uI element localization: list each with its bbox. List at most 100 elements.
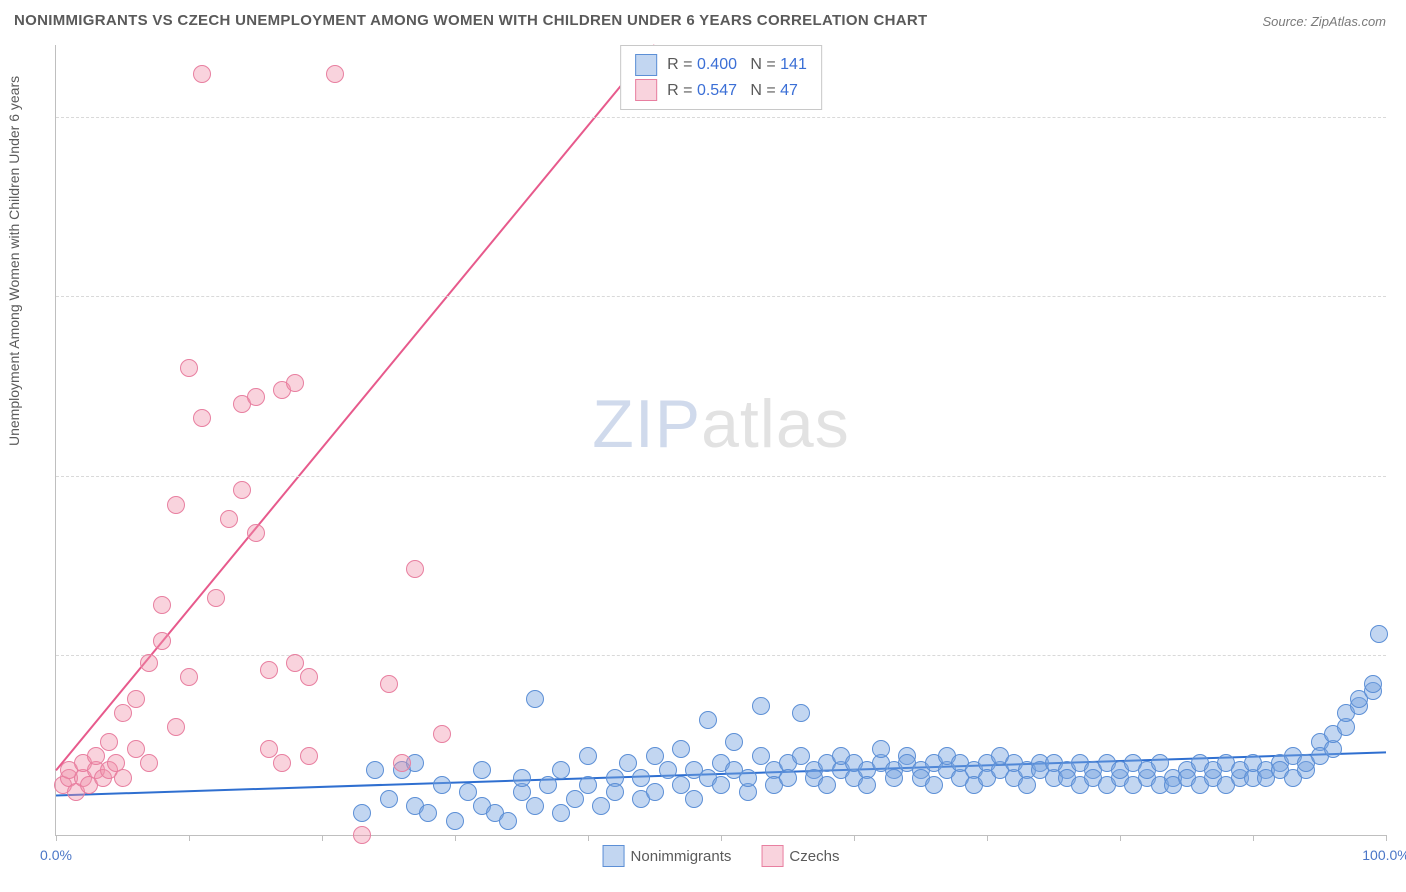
data-point [247,524,265,542]
legend-stat-text: R = 0.547 N = 47 [667,78,798,104]
y-tick-label: 100.0% [1394,109,1406,125]
data-point [566,790,584,808]
data-point [127,740,145,758]
data-point [858,776,876,794]
data-point [1151,754,1169,772]
x-tick-label: 100.0% [1362,847,1406,863]
data-point [872,740,890,758]
stats-legend: R = 0.400 N = 141R = 0.547 N = 47 [620,45,822,110]
data-point [87,747,105,765]
data-point [459,783,477,801]
x-tick [1386,835,1387,841]
data-point [180,668,198,686]
x-tick [854,835,855,841]
chart-container: NONIMMIGRANTS VS CZECH UNEMPLOYMENT AMON… [0,0,1406,892]
legend-swatch [635,54,657,76]
data-point [380,675,398,693]
data-point [353,826,371,844]
data-point [712,776,730,794]
data-point [513,769,531,787]
y-tick-label: 50.0% [1394,468,1406,484]
data-point [725,733,743,751]
x-tick [588,835,589,841]
data-point [300,747,318,765]
data-point [353,804,371,822]
data-point [247,388,265,406]
data-point [193,409,211,427]
y-tick-label: 25.0% [1394,647,1406,663]
series-legend-item: Nonimmigrants [603,845,732,867]
trend-lines [56,45,1386,835]
data-point [579,776,597,794]
data-point [100,733,118,751]
data-point [752,697,770,715]
data-point [140,654,158,672]
data-point [619,754,637,772]
data-point [592,797,610,815]
gridline [56,296,1386,297]
watermark: ZIPatlas [592,385,849,463]
data-point [286,374,304,392]
x-tick-label: 0.0% [40,847,72,863]
data-point [473,761,491,779]
data-point [114,769,132,787]
data-point [579,747,597,765]
x-tick [721,835,722,841]
data-point [646,747,664,765]
data-point [273,754,291,772]
data-point [672,776,690,794]
data-point [526,797,544,815]
data-point [433,725,451,743]
data-point [326,65,344,83]
data-point [286,654,304,672]
data-point [193,65,211,83]
legend-stat-text: R = 0.400 N = 141 [667,52,807,78]
data-point [699,711,717,729]
data-point [672,740,690,758]
y-axis-label: Unemployment Among Women with Children U… [6,76,22,446]
series-legend: Nonimmigrants Czechs [603,845,840,867]
data-point [646,783,664,801]
data-point [552,804,570,822]
series-legend-label: Nonimmigrants [631,848,732,865]
data-point [885,769,903,787]
data-point [127,690,145,708]
x-tick [987,835,988,841]
legend-row: R = 0.547 N = 47 [635,78,807,104]
data-point [300,668,318,686]
data-point [818,776,836,794]
data-point [233,481,251,499]
data-point [539,776,557,794]
data-point [153,596,171,614]
data-point [220,510,238,528]
x-tick [322,835,323,841]
data-point [380,790,398,808]
data-point [779,769,797,787]
data-point [419,804,437,822]
data-point [207,589,225,607]
data-point [739,769,757,787]
gridline [56,117,1386,118]
x-tick [56,835,57,841]
data-point [685,790,703,808]
data-point [752,747,770,765]
x-tick [1120,835,1121,841]
data-point [792,747,810,765]
data-point [167,718,185,736]
legend-swatch [635,79,657,101]
series-legend-item: Czechs [761,845,839,867]
data-point [1370,625,1388,643]
data-point [659,761,677,779]
data-point [526,690,544,708]
data-point [406,560,424,578]
data-point [606,783,624,801]
series-legend-label: Czechs [789,848,839,865]
chart-title: NONIMMIGRANTS VS CZECH UNEMPLOYMENT AMON… [14,12,927,29]
data-point [260,740,278,758]
x-tick [455,835,456,841]
data-point [140,754,158,772]
source-credit: Source: ZipAtlas.com [1262,14,1386,29]
data-point [792,704,810,722]
gridline [56,476,1386,477]
y-tick-label: 75.0% [1394,288,1406,304]
